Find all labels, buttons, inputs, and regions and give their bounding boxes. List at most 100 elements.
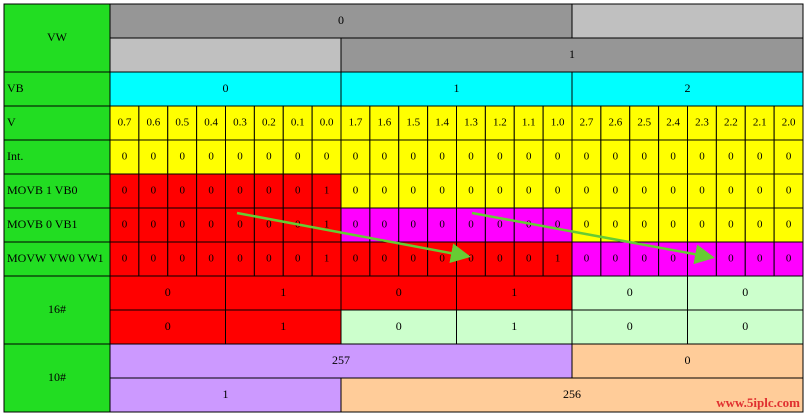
cell xyxy=(196,173,226,209)
cell-text: 0.4 xyxy=(204,117,218,129)
cell-text: 1.3 xyxy=(464,117,478,129)
cell-text: 1 xyxy=(280,319,286,333)
cell-text: 0 xyxy=(742,285,748,299)
cell-text: 0 xyxy=(526,253,532,265)
cell-text: 0.6 xyxy=(146,117,160,129)
cell xyxy=(687,139,717,175)
cell-text: 0 xyxy=(497,151,503,163)
cell xyxy=(340,309,457,345)
row-label: V xyxy=(7,115,16,129)
cell-text: 0 xyxy=(266,219,272,231)
cell-text: 2.5 xyxy=(637,117,651,129)
cell-text: 0 xyxy=(468,185,474,197)
cell-text: 2.7 xyxy=(580,117,594,129)
row-label-cell xyxy=(3,3,111,73)
cell-text: 0 xyxy=(179,151,185,163)
row-label: MOVW VW0 VW1 xyxy=(7,251,104,265)
cell xyxy=(715,173,746,209)
cell-text: 0 xyxy=(728,185,734,197)
cell-text: 0 xyxy=(151,253,157,265)
cell-text: 0 xyxy=(757,151,763,163)
cell-text: 0 xyxy=(151,219,157,231)
cell xyxy=(484,139,515,175)
cell-text: 0 xyxy=(237,219,243,231)
cell-text: 1.2 xyxy=(493,117,507,129)
row-label-cell xyxy=(3,207,111,243)
cell-text: 0.7 xyxy=(118,117,132,129)
cell-text: 1 xyxy=(280,285,286,299)
cell-text: 0 xyxy=(728,219,734,231)
cell xyxy=(456,139,486,175)
cell-text: 2.2 xyxy=(724,117,738,129)
cell-text: 0 xyxy=(410,253,416,265)
cell xyxy=(167,207,198,243)
cell-text: 0 xyxy=(122,185,128,197)
cell xyxy=(109,37,342,73)
cell xyxy=(225,275,342,311)
cell-text: 0 xyxy=(670,219,676,231)
cell-text: 0 xyxy=(382,185,388,197)
cell-text: 0 xyxy=(555,185,561,197)
cell-text: 0 xyxy=(742,319,748,333)
cell-text: 1 xyxy=(324,253,330,265)
cell-text: 0 xyxy=(208,185,214,197)
cell xyxy=(513,173,544,209)
cell-text: 2.4 xyxy=(666,117,680,129)
cell-text: 0 xyxy=(757,253,763,265)
cell-text: 0 xyxy=(497,253,503,265)
cell xyxy=(687,173,717,209)
row-label: VW xyxy=(47,30,68,44)
cell-text: 0 xyxy=(295,151,301,163)
cell-text: 0.2 xyxy=(262,117,276,129)
cell xyxy=(542,173,573,209)
cell-text: 0 xyxy=(266,151,272,163)
cell xyxy=(427,173,457,209)
cell xyxy=(427,207,457,243)
cell-text: 0 xyxy=(728,151,734,163)
cell-text: 0 xyxy=(670,151,676,163)
cell-text: 0 xyxy=(223,81,229,95)
cell-text: 0 xyxy=(786,219,792,231)
cell-text: 0 xyxy=(468,219,474,231)
cell-text: 0 xyxy=(685,353,691,367)
cell-text: 0 xyxy=(353,185,359,197)
cell xyxy=(773,241,804,277)
cell-text: 0 xyxy=(728,253,734,265)
cell-text: 0 xyxy=(613,219,619,231)
cell-text: 1.7 xyxy=(349,117,363,129)
cell xyxy=(340,275,457,311)
arrow xyxy=(236,211,471,264)
cell xyxy=(687,309,804,345)
cell-text: 1.0 xyxy=(551,117,565,129)
cell xyxy=(715,105,746,141)
cell-text: 257 xyxy=(332,353,350,367)
cell-text: 1.4 xyxy=(435,117,449,129)
cell-text: 0 xyxy=(584,185,590,197)
cell xyxy=(369,173,400,209)
row-label-cell xyxy=(3,343,111,413)
cell-text: 2.0 xyxy=(782,117,796,129)
cell-text: 0 xyxy=(208,253,214,265)
cell-text: 0 xyxy=(627,319,633,333)
cell xyxy=(253,241,284,277)
cell-text: 0 xyxy=(237,151,243,163)
cell-text: 0 xyxy=(786,253,792,265)
cell xyxy=(571,275,688,311)
cell-text: 0 xyxy=(670,253,676,265)
cell-text: 0 xyxy=(757,185,763,197)
cell-text: 0 xyxy=(439,253,445,265)
cell-text: 0 xyxy=(266,253,272,265)
cell-text: 0 xyxy=(122,219,128,231)
cell xyxy=(571,343,804,379)
cell xyxy=(340,37,804,73)
cell-text: 0 xyxy=(208,151,214,163)
row-label: MOVB 1 VB0 xyxy=(7,183,77,197)
cells: VW 0 1 VB 0 1 2 V 0.7 0.6 0.5 0.4 0.3 0.2 0.1 0.0 1.7 1.6… xyxy=(3,3,804,413)
cell xyxy=(340,71,573,107)
cell-text: 1 xyxy=(511,319,517,333)
cell xyxy=(600,207,631,243)
cell-text: 0 xyxy=(165,319,171,333)
cell-text: 1 xyxy=(454,81,460,95)
cell-text: 0 xyxy=(786,185,792,197)
